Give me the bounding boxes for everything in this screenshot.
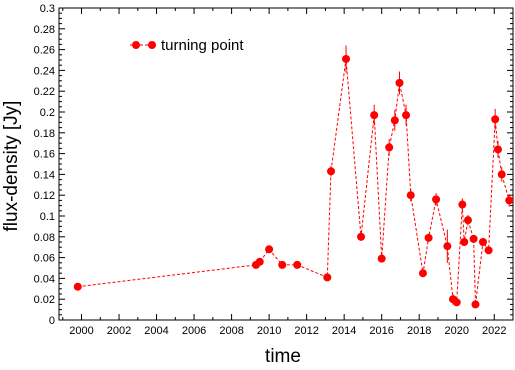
data-point xyxy=(323,273,332,282)
y-tick-label: 0.2 xyxy=(40,107,55,119)
data-point xyxy=(377,254,386,263)
x-axis-title: time xyxy=(265,346,301,367)
y-tick-label: 0.14 xyxy=(34,169,55,181)
y-tick-label: 0.3 xyxy=(40,3,55,15)
y-tick-label: 0.28 xyxy=(34,24,55,36)
x-tick-label: 2002 xyxy=(107,325,131,337)
data-point xyxy=(493,145,502,154)
data-point xyxy=(293,260,302,269)
x-tick-label: 2008 xyxy=(219,325,243,337)
data-point xyxy=(443,242,452,251)
data-point xyxy=(73,282,82,291)
data-point xyxy=(469,234,478,243)
y-tick-label: 0.18 xyxy=(34,128,55,140)
x-tick-label: 2018 xyxy=(407,325,431,337)
data-point xyxy=(463,216,472,225)
y-tick-label: 0.24 xyxy=(34,65,55,77)
data-point xyxy=(395,78,404,87)
data-point xyxy=(402,111,411,120)
data-point xyxy=(478,238,487,246)
data-point xyxy=(452,298,461,307)
data-point xyxy=(255,257,264,266)
data-point xyxy=(406,191,415,200)
y-tick-label: 0.04 xyxy=(34,273,55,285)
x-tick-label: 2012 xyxy=(294,325,318,337)
x-tick-label: 2006 xyxy=(182,325,206,337)
data-point xyxy=(432,195,441,204)
x-tick-label: 2020 xyxy=(444,325,468,337)
y-tick-label: 0.26 xyxy=(34,45,55,57)
data-point xyxy=(390,116,399,125)
legend-marker xyxy=(148,41,156,49)
data-point xyxy=(278,260,287,269)
x-tick-label: 2000 xyxy=(69,325,93,337)
data-point xyxy=(505,196,514,205)
y-tick-label: 0.08 xyxy=(34,232,55,244)
data-point xyxy=(458,200,467,209)
y-tick-label: 0.02 xyxy=(34,294,55,306)
y-tick-label: 0.06 xyxy=(34,253,55,265)
data-point xyxy=(385,143,394,152)
legend: turning point xyxy=(130,37,244,54)
x-tick-label: 2014 xyxy=(332,325,356,337)
data-point xyxy=(497,170,506,179)
data-point xyxy=(342,54,351,63)
series-line xyxy=(77,58,510,305)
data-point xyxy=(265,245,274,254)
y-tick-label: 0.12 xyxy=(34,190,55,202)
x-tick-label: 2016 xyxy=(369,325,393,337)
y-axis-title: flux-density [Jy] xyxy=(1,101,22,232)
y-tick-label: 0 xyxy=(49,315,55,327)
data-point xyxy=(418,269,427,278)
legend-label: turning point xyxy=(161,37,244,54)
data-point xyxy=(471,300,480,309)
data-point xyxy=(491,115,500,124)
data-point xyxy=(327,167,336,176)
x-tick-label: 2010 xyxy=(257,325,281,337)
axes: 0 0.02 0.04 0.06 0.08 0.1 0.12 0.14 0.16 0.18 0.2 0… xyxy=(34,3,514,337)
data-point xyxy=(424,233,433,242)
legend-marker xyxy=(132,41,140,49)
data-point xyxy=(460,238,469,246)
data-point xyxy=(370,111,379,120)
y-tick-label: 0.1 xyxy=(40,211,55,223)
data-point xyxy=(484,246,493,255)
y-tick-label: 0.22 xyxy=(34,86,55,98)
plot-frame xyxy=(58,7,514,321)
data-point xyxy=(357,232,366,241)
x-tick-label: 2004 xyxy=(144,325,168,337)
x-tick-label: 2022 xyxy=(482,325,506,337)
y-tick-label: 0.16 xyxy=(34,149,55,161)
series-turning-point xyxy=(73,45,514,309)
